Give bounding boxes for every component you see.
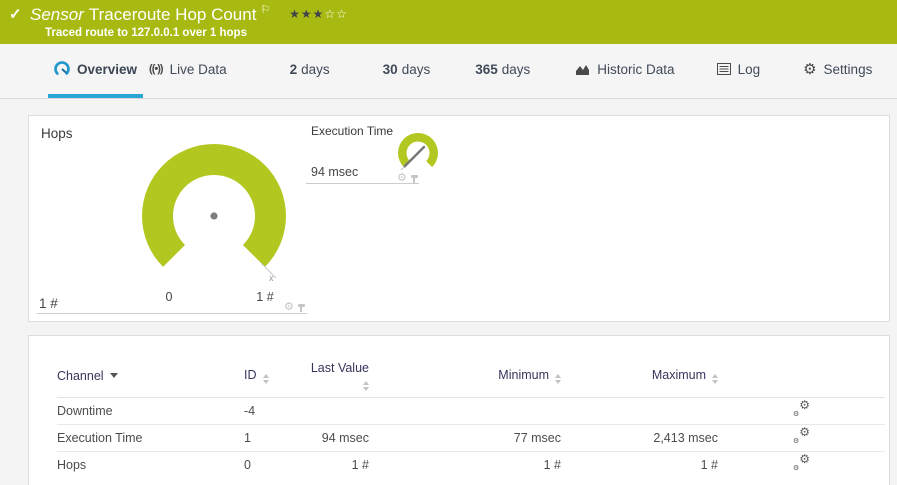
tab-label: days [401, 61, 431, 77]
tab-number: 2 [289, 61, 298, 77]
gear-icon[interactable]: ⚙ [397, 172, 407, 184]
tab-label: Settings [823, 61, 873, 77]
channel-maximum: 1 # [700, 457, 718, 472]
tab-bar: Overview ((•)) Live Data 2 days 30 days … [0, 44, 897, 99]
tab-log[interactable]: Log [711, 44, 767, 98]
channel-maximum: 2,413 msec [653, 430, 718, 445]
column-label: Last Value [310, 361, 369, 376]
sort-icon [262, 374, 269, 385]
column-label: Minimum [498, 368, 549, 383]
channel-id: -4 [244, 403, 256, 418]
channel-last-value: 1 # [351, 457, 369, 472]
priority-stars[interactable]: ★★★☆☆ [289, 7, 348, 21]
priority-flag-icon[interactable]: ⚐ [260, 4, 271, 16]
table-header-row: Channel ID Last Value Minimum Maximum [57, 356, 885, 397]
channel-last-value: 94 msec [321, 430, 369, 445]
channel-id: 1 [244, 430, 251, 445]
page-title: Sensor Traceroute Hop Count ⚐ ★★★☆☆ [30, 3, 348, 25]
tab-label: Historic Data [597, 61, 675, 77]
tab-live-data[interactable]: ((•)) Live Data [143, 44, 233, 98]
tab-overview[interactable]: Overview [48, 44, 144, 98]
column-header-actions [718, 356, 885, 397]
execution-time-gauge-actions[interactable]: ⚙ [397, 173, 418, 184]
channels-table: Channel ID Last Value Minimum Maximum Do… [57, 356, 885, 478]
channel-name: Execution Time [57, 430, 143, 445]
tab-label: days [301, 61, 330, 77]
gear-icon[interactable]: ⚙ [284, 301, 294, 313]
tab-label: Live Data [169, 61, 227, 77]
title-prefix: Sensor [30, 5, 84, 24]
channels-panel: Channel ID Last Value Minimum Maximum Do… [28, 335, 890, 485]
execution-time-gauge-title: Execution Time [311, 124, 394, 138]
column-label: Maximum [651, 368, 706, 383]
sort-icon [555, 374, 561, 385]
status-ok-icon: ✓ [9, 6, 22, 23]
column-header-minimum[interactable]: Minimum [369, 356, 561, 397]
sensor-status-message: Traced route to 127.0.0.1 over 1 hops [45, 27, 247, 39]
live-data-icon: ((•)) [149, 63, 163, 75]
channel-maximum [561, 397, 718, 424]
column-header-last-value[interactable]: Last Value [304, 356, 369, 397]
tab-2-days[interactable]: 2 days [284, 44, 336, 98]
channel-name: Hops [57, 457, 87, 472]
channel-minimum [369, 397, 561, 424]
pin-icon[interactable] [298, 304, 305, 312]
channel-settings-icon[interactable]: ⚙ ⚙ [793, 397, 810, 418]
column-header-maximum[interactable]: Maximum [561, 356, 718, 397]
sensor-name: Traceroute Hop Count [88, 5, 257, 24]
tab-365-days[interactable]: 365 days [469, 44, 536, 98]
needle-tip-marker: x [269, 273, 274, 283]
hops-gauge-title: Hops [41, 126, 73, 141]
sort-icon [363, 381, 369, 392]
execution-time-divider [306, 183, 419, 184]
gear-icon: ⚙ [803, 60, 817, 78]
tab-number: 30 [382, 61, 398, 77]
table-row: Downtime -4 ⚙ ⚙ [57, 397, 885, 424]
hops-divider [37, 313, 307, 314]
tab-number: 365 [475, 61, 498, 77]
channel-last-value [304, 397, 369, 424]
hops-gauge [142, 143, 286, 279]
tab-settings[interactable]: ⚙ Settings [797, 44, 878, 98]
column-label: Channel [57, 369, 104, 384]
channel-id: 0 [244, 457, 251, 472]
channel-settings-icon[interactable]: ⚙ ⚙ [793, 451, 810, 472]
chart-icon [575, 63, 590, 76]
execution-time-current-value: 94 msec [311, 165, 359, 179]
channel-settings-icon[interactable]: ⚙ ⚙ [793, 424, 810, 445]
tab-30-days[interactable]: 30 days [377, 44, 437, 98]
table-row: Hops 0 1 # 1 # 1 # ⚙ ⚙ [57, 451, 885, 478]
hops-gauge-min-label: 0 [165, 290, 173, 304]
sensor-header: ✓ Sensor Traceroute Hop Count ⚐ ★★★☆☆ Trac… [0, 0, 897, 44]
channel-minimum: 1 # [543, 457, 561, 472]
execution-time-gauge [398, 132, 438, 171]
sort-desc-icon [109, 373, 118, 379]
overview-gauges-panel: Hops x 0 1 # 1 # ⚙ Execution Time 94 mse… [28, 115, 890, 322]
hops-gauge-max-label: 1 # [256, 290, 274, 304]
table-row: Execution Time 1 94 msec 77 msec 2,413 m… [57, 424, 885, 451]
hops-current-value: 1 # [39, 296, 58, 311]
log-icon [716, 63, 731, 75]
hops-gauge-actions[interactable]: ⚙ [284, 302, 305, 313]
tab-label: days [501, 61, 531, 77]
star-empty-icon[interactable]: ☆☆ [324, 7, 348, 21]
sort-icon [712, 374, 718, 385]
gauge-icon [54, 61, 70, 77]
tab-historic-data[interactable]: Historic Data [569, 44, 680, 98]
column-header-channel[interactable]: Channel [57, 356, 216, 397]
channel-minimum: 77 msec [513, 430, 561, 445]
star-filled-icon[interactable]: ★★★ [289, 7, 325, 21]
channel-name: Downtime [57, 403, 113, 418]
pin-icon[interactable] [411, 175, 418, 183]
tab-label: Log [737, 61, 761, 77]
column-label: ID [244, 368, 257, 383]
tab-label: Overview [77, 61, 138, 77]
column-header-id[interactable]: ID [216, 356, 304, 397]
